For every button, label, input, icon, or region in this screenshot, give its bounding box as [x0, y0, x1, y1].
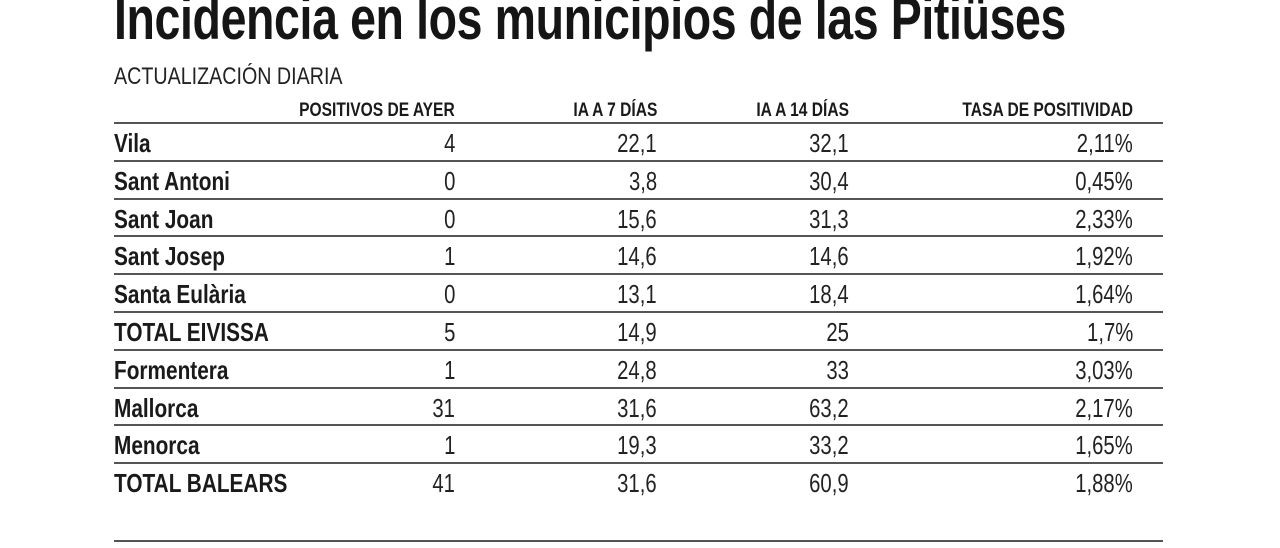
row-label: TOTAL BALEARS [114, 468, 288, 499]
column-header-positivos-de-ayer: POSITIVOS DE AYER [299, 100, 455, 121]
subtitle: ACTUALIZACIÓN DIARIA [114, 63, 343, 90]
cell-tasa-de-positividad: 1,92% [1075, 241, 1133, 272]
row-divider [114, 197, 1163, 200]
cell-positivos-de-ayer: 5 [443, 317, 455, 347]
cell-positivos-de-ayer: 0 [443, 203, 455, 234]
cell-ia-7-dias: 3,8 [628, 165, 657, 196]
row-divider [114, 348, 1163, 351]
row-divider [114, 122, 1163, 124]
cell-ia-14-dias: 18,4 [809, 279, 849, 310]
cell-positivos-de-ayer: 4 [443, 128, 455, 158]
cell-ia-14-dias: 60,9 [809, 468, 849, 499]
cell-ia-14-dias: 30,4 [809, 165, 849, 196]
row-label: Menorca [114, 430, 200, 461]
row-label: Santa Eulària [114, 279, 246, 310]
row-label: Formentera [114, 354, 229, 385]
cell-ia-7-dias: 22,1 [617, 128, 657, 158]
cell-tasa-de-positividad: 0,45% [1075, 165, 1133, 196]
cell-tasa-de-positividad: 1,88% [1075, 468, 1133, 499]
cell-positivos-de-ayer: 31 [432, 392, 455, 423]
row-divider [114, 462, 1163, 465]
cell-tasa-de-positividad: 1,64% [1075, 279, 1133, 310]
cell-ia-14-dias: 32,1 [809, 128, 849, 158]
row-divider [114, 235, 1163, 238]
cell-tasa-de-positividad: 3,03% [1075, 354, 1133, 385]
row-divider [114, 540, 1163, 542]
row-label: Sant Josep [114, 241, 225, 272]
cell-ia-14-dias: 31,3 [809, 203, 849, 234]
row-label: TOTAL EIVISSA [114, 317, 269, 347]
column-header-ia-7-dias: IA A 7 DÍAS [573, 100, 657, 121]
cell-ia-14-dias: 63,2 [809, 392, 849, 423]
cell-positivos-de-ayer: 0 [443, 279, 455, 310]
cell-tasa-de-positividad: 1,7% [1086, 317, 1133, 347]
cell-tasa-de-positividad: 1,65% [1075, 430, 1133, 461]
row-label: Mallorca [114, 392, 199, 423]
row-divider [114, 273, 1163, 276]
cell-positivos-de-ayer: 1 [443, 430, 455, 461]
cell-ia-7-dias: 31,6 [617, 468, 657, 499]
cell-tasa-de-positividad: 2,33% [1075, 203, 1133, 234]
row-divider [114, 311, 1163, 313]
cell-ia-14-dias: 14,6 [809, 241, 849, 272]
cell-ia-14-dias: 25 [826, 317, 849, 347]
cell-ia-7-dias: 14,6 [617, 241, 657, 272]
cell-ia-7-dias: 31,6 [617, 392, 657, 423]
row-label: Vila [114, 128, 151, 158]
row-label: Sant Antoni [114, 165, 230, 196]
row-label: Sant Joan [114, 203, 214, 234]
cell-ia-7-dias: 15,6 [617, 203, 657, 234]
cell-ia-7-dias: 13,1 [617, 279, 657, 310]
row-divider [114, 159, 1163, 162]
column-header-ia-14-dias: IA A 14 DÍAS [756, 100, 849, 121]
cell-positivos-de-ayer: 41 [432, 468, 455, 499]
column-header-tasa-de-positividad: TASA DE POSITIVIDAD [962, 100, 1133, 121]
page-title: Incidencia en los municipios de las Piti… [114, 0, 1067, 52]
cell-ia-14-dias: 33 [826, 354, 849, 385]
cell-ia-7-dias: 24,8 [617, 354, 657, 385]
cell-positivos-de-ayer: 1 [443, 241, 455, 272]
cell-tasa-de-positividad: 2,17% [1075, 392, 1133, 423]
cell-tasa-de-positividad: 2,11% [1076, 128, 1133, 158]
cell-positivos-de-ayer: 0 [443, 165, 455, 196]
cell-ia-7-dias: 14,9 [617, 317, 657, 347]
cell-ia-7-dias: 19,3 [617, 430, 657, 461]
row-divider [114, 424, 1163, 427]
row-divider [114, 386, 1163, 389]
cell-ia-14-dias: 33,2 [809, 430, 849, 461]
cell-positivos-de-ayer: 1 [443, 354, 455, 385]
